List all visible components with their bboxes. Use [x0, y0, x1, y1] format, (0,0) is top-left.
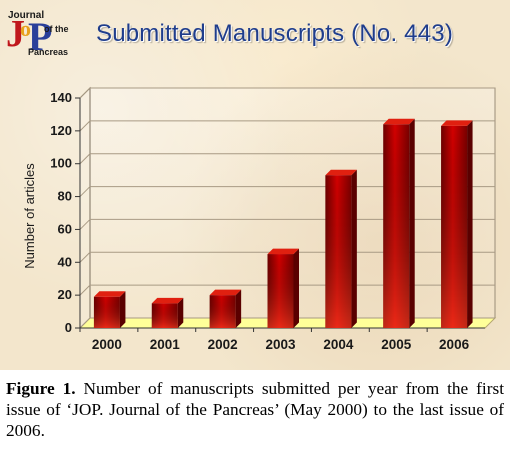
- bar-side: [177, 297, 184, 328]
- caption-text: Number of manuscripts submitted per year…: [6, 379, 504, 440]
- x-tick-label: 2005: [381, 337, 412, 352]
- x-tick-label: 2002: [208, 337, 238, 352]
- gridline-side: [79, 120, 91, 132]
- y-tick-label: 140: [50, 90, 72, 105]
- gridline-side: [79, 219, 91, 230]
- x-tick-label: 2004: [323, 337, 354, 352]
- logo-word-of-the: of the: [44, 24, 69, 34]
- x-tick-label: 2000: [92, 337, 122, 352]
- y-tick-label: 80: [58, 189, 72, 204]
- bar-top: [93, 291, 126, 297]
- bar-side: [119, 291, 126, 328]
- bar-side: [409, 118, 415, 329]
- bar-top: [441, 120, 473, 126]
- bar-glow: [209, 295, 236, 328]
- gridline-side: [79, 153, 91, 165]
- bar-top: [383, 118, 415, 125]
- gridline-side: [79, 186, 91, 197]
- bar-glow: [441, 125, 468, 328]
- bar-2002: [209, 289, 242, 328]
- bar-top: [325, 169, 357, 176]
- bar-side: [467, 120, 473, 328]
- gridline-side: [79, 251, 91, 263]
- bar-2004: [325, 169, 357, 328]
- chart-panel: J o P Journal of the Pancreas Submitted …: [0, 0, 510, 370]
- bar-2000: [93, 291, 126, 328]
- y-tick-label: 120: [50, 123, 72, 138]
- gridline-side: [79, 317, 91, 329]
- caption-label: Figure 1.: [6, 379, 76, 398]
- logo-word-pancreas: Pancreas: [28, 47, 68, 56]
- bar-side: [293, 248, 299, 328]
- bar-glow: [267, 254, 294, 328]
- bar-top: [267, 248, 299, 255]
- chart-title: Submitted Manuscripts (No. 443): [96, 20, 454, 47]
- bar-glow: [151, 303, 178, 328]
- bar-top: [151, 297, 184, 304]
- y-tick-label: 100: [50, 156, 72, 171]
- logo-letter-o: o: [20, 16, 31, 41]
- bar-side: [351, 169, 357, 328]
- y-tick-label: 40: [58, 254, 72, 269]
- logo-letter-p: P: [28, 14, 52, 56]
- bar-side: [235, 289, 242, 328]
- x-tick-label: 2003: [265, 337, 296, 352]
- bar-2006: [441, 120, 473, 328]
- figure-caption: Figure 1. Number of manuscripts submitte…: [6, 378, 504, 441]
- y-axis-label: Number of articles: [22, 163, 37, 269]
- bar-top: [209, 289, 242, 296]
- journal-logo: J o P Journal of the Pancreas: [6, 10, 69, 56]
- bar-chart: 0 20 40 60 80 100 120 140 2000 2001 2002 2003 2004 2…: [22, 86, 497, 352]
- logo-letter-j: J: [6, 13, 25, 55]
- bar-2003: [267, 248, 299, 328]
- bar-glow: [383, 124, 410, 329]
- bar-2001: [151, 297, 184, 328]
- logo-word-journal: Journal: [8, 10, 44, 21]
- side-wall: [79, 86, 91, 330]
- x-tick-label: 2001: [150, 337, 181, 352]
- y-tick-label: 0: [65, 320, 72, 335]
- y-tick-label: 60: [58, 221, 72, 236]
- gridline-side: [79, 284, 91, 296]
- y-tick-label: 20: [58, 287, 72, 302]
- gridline-side: [79, 87, 91, 99]
- x-tick-label: 2006: [439, 337, 470, 352]
- bar-2005: [383, 118, 415, 329]
- bar-glow: [93, 296, 120, 328]
- bar-glow: [325, 175, 352, 328]
